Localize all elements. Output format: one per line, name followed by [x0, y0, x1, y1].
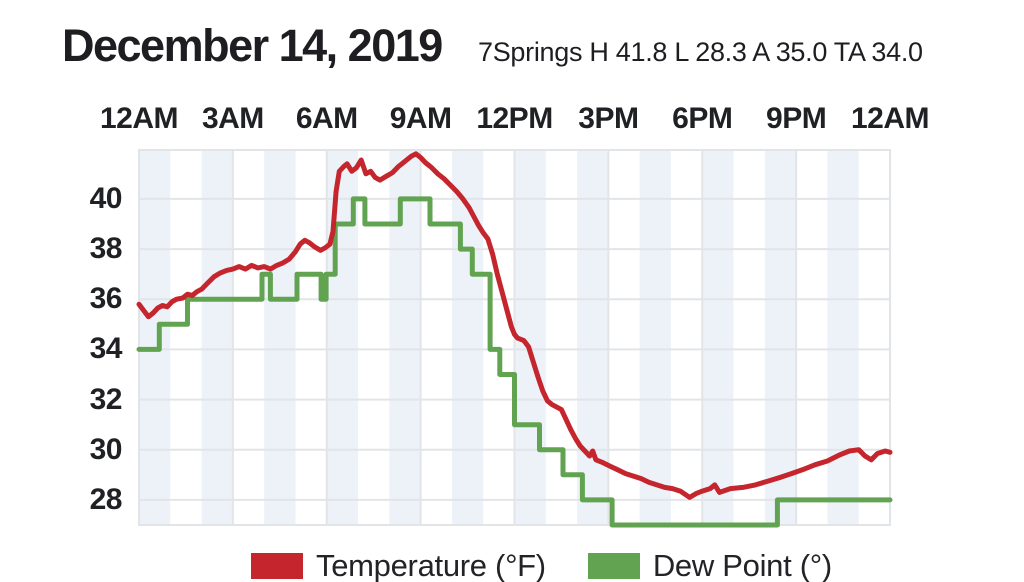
x-axis-label: 6PM: [672, 102, 733, 135]
plot-border: [138, 149, 891, 526]
y-axis-label: 32: [89, 382, 123, 416]
x-axis-label: 9PM: [766, 102, 827, 135]
legend-label-temperature: Temperature (°F): [316, 548, 546, 582]
x-axis-label: 3AM: [201, 102, 264, 135]
y-axis-label: 30: [89, 432, 123, 466]
legend-item-temperature: Temperature (°F): [251, 548, 546, 582]
hour-band: [201, 150, 233, 525]
y-axis-label: 40: [89, 181, 123, 215]
legend-item-dew-point: Dew Point (°): [587, 548, 832, 582]
y-axis-label: 34: [89, 332, 123, 366]
hour-band: [827, 150, 859, 525]
hour-band: [264, 150, 296, 525]
hour-band: [389, 150, 421, 525]
station-stats-text: 7Springs H 41.8 L 28.3 A 35.0 TA 34.0: [478, 37, 923, 67]
x-axis-label: 9AM: [389, 102, 452, 135]
dew-point-line: [136, 196, 893, 528]
page-title: December 14, 2019: [62, 20, 443, 71]
hour-band: [639, 150, 671, 525]
x-axis-label: 12PM: [476, 102, 553, 135]
x-axis-label: 3PM: [578, 102, 639, 135]
legend-label-dew-point: Dew Point (°): [652, 548, 832, 582]
hour-band: [139, 150, 171, 525]
y-axis-label: 36: [89, 282, 123, 316]
hour-band: [577, 150, 609, 525]
dew-point-swatch: [587, 553, 640, 579]
x-axis-label: 6AM: [295, 102, 358, 135]
y-axis-label: 28: [89, 482, 123, 516]
legend: Temperature (°F) Dew Point (°): [251, 548, 832, 582]
temperature-swatch: [251, 553, 303, 579]
x-axis-label: 12AM: [99, 102, 179, 135]
x-axis-label: 12AM: [850, 102, 930, 135]
temperature-line: [136, 151, 893, 500]
hour-band: [702, 150, 734, 525]
hour-band: [764, 150, 797, 525]
hour-band: [451, 150, 484, 525]
y-axis-label: 38: [89, 232, 123, 266]
